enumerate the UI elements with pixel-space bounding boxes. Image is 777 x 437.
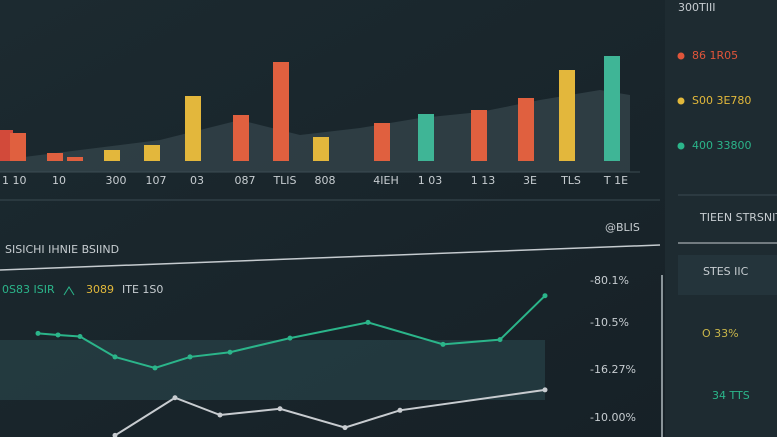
x-tick-label: 087 <box>235 174 256 187</box>
legend-dot <box>677 142 685 150</box>
point <box>227 349 233 355</box>
point <box>277 406 283 412</box>
lower-label: -80.1% <box>590 274 629 287</box>
x-tick-label: 300 <box>106 174 127 187</box>
side-card <box>678 255 777 295</box>
bar <box>471 110 487 161</box>
point <box>77 334 83 340</box>
bar <box>418 114 434 161</box>
point <box>172 395 178 401</box>
point <box>440 341 446 347</box>
bar <box>104 150 120 161</box>
line <box>37 294 546 369</box>
bar <box>67 157 83 161</box>
bar <box>0 130 13 161</box>
bar <box>10 133 26 161</box>
x-tick-label: 4IEH <box>373 174 398 187</box>
lower-legend: ITE 1S0 <box>122 283 163 296</box>
side-panel <box>665 0 777 437</box>
bar <box>604 56 620 161</box>
side-item: O 33% <box>702 327 739 340</box>
side-subtitle: STES IIC <box>703 265 749 278</box>
point <box>342 425 348 431</box>
divider <box>0 244 661 271</box>
legend-label: S00 3E780 <box>692 94 751 107</box>
point <box>187 354 193 360</box>
point <box>397 407 403 413</box>
point <box>497 337 503 343</box>
legend-label: 400 33800 <box>692 139 752 152</box>
legend-icon <box>63 286 75 296</box>
x-tick-label: 1 03 <box>418 174 443 187</box>
side-title: TIEEN STRSNIT <box>699 211 777 224</box>
point <box>35 330 41 336</box>
legend-label: 86 1R05 <box>692 49 738 62</box>
point <box>112 354 118 360</box>
bar <box>559 70 575 161</box>
x-tick-label: T 1E <box>603 174 628 187</box>
point <box>112 432 118 437</box>
point <box>217 412 223 418</box>
legend-dot <box>677 52 685 60</box>
x-tick-label: 107 <box>146 174 167 187</box>
x-tick-label: 1 1 10 <box>0 174 27 187</box>
bar <box>233 115 249 161</box>
x-tick-label: 03 <box>190 174 204 187</box>
bar <box>313 137 329 161</box>
point <box>365 319 371 325</box>
bar <box>185 96 201 161</box>
bar <box>144 145 160 161</box>
x-tick-label: 10 <box>52 174 66 187</box>
shaded-band <box>0 340 545 400</box>
x-tick-label: 808 <box>315 174 336 187</box>
x-tick-label: TLIS <box>272 174 296 187</box>
header-title: 300TIII <box>678 1 715 14</box>
bar <box>47 153 63 161</box>
lower-label: -16.27% <box>590 363 636 376</box>
x-tick-label: 1 13 <box>471 174 496 187</box>
point <box>287 335 293 341</box>
x-tick-label: TLS <box>560 174 581 187</box>
point <box>55 332 61 338</box>
bar <box>374 123 390 161</box>
lower-label: -10.00% <box>590 411 636 424</box>
bar <box>273 62 289 161</box>
x-tick-label: 3E <box>523 174 537 187</box>
lower-legend: 0S83 ISIR <box>2 283 55 296</box>
side-item: 34 TTS <box>712 389 750 402</box>
point <box>542 293 548 299</box>
lower-tag: @BLIS <box>605 221 640 234</box>
lower-label: -10.5% <box>590 316 629 329</box>
point <box>152 365 158 371</box>
bar <box>518 98 534 161</box>
lower-title: SISICHI IHNIE BSIIND <box>5 243 119 256</box>
point <box>542 387 548 393</box>
lower-legend: 3089 <box>86 283 114 296</box>
legend-dot <box>677 97 685 105</box>
